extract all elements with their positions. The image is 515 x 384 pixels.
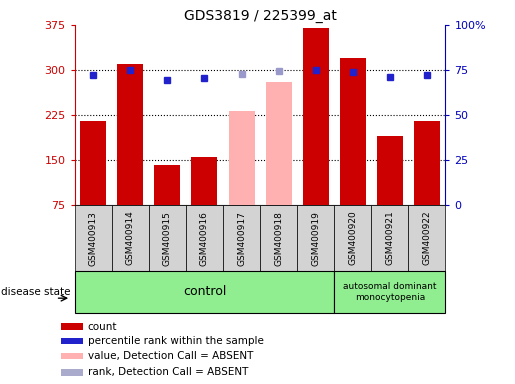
Text: percentile rank within the sample: percentile rank within the sample — [88, 336, 264, 346]
Text: GSM400918: GSM400918 — [274, 211, 283, 265]
Bar — [61, 353, 83, 359]
Bar — [61, 369, 83, 376]
Text: value, Detection Call = ABSENT: value, Detection Call = ABSENT — [88, 351, 253, 361]
Bar — [414, 121, 440, 205]
Text: GSM400915: GSM400915 — [163, 211, 172, 265]
Bar — [61, 338, 83, 344]
Text: GSM400913: GSM400913 — [89, 211, 98, 265]
Bar — [371, 205, 408, 271]
Bar — [112, 205, 149, 271]
Title: GDS3819 / 225399_at: GDS3819 / 225399_at — [184, 8, 336, 23]
Text: GSM400914: GSM400914 — [126, 211, 135, 265]
Bar — [154, 164, 180, 205]
Bar — [149, 205, 186, 271]
Bar — [297, 205, 334, 271]
Text: count: count — [88, 322, 117, 332]
Text: GSM400916: GSM400916 — [200, 211, 209, 265]
Text: GSM400917: GSM400917 — [237, 211, 246, 265]
Bar — [117, 64, 143, 205]
Bar — [408, 205, 445, 271]
Text: GSM400919: GSM400919 — [311, 211, 320, 265]
Text: GSM400920: GSM400920 — [348, 211, 357, 265]
Text: disease state: disease state — [1, 287, 70, 297]
Bar — [186, 205, 223, 271]
Text: autosomal dominant
monocytopenia: autosomal dominant monocytopenia — [343, 282, 437, 302]
Bar — [75, 271, 334, 313]
Text: GSM400922: GSM400922 — [422, 211, 432, 265]
Bar — [61, 323, 83, 330]
Text: rank, Detection Call = ABSENT: rank, Detection Call = ABSENT — [88, 367, 248, 377]
Bar — [260, 205, 297, 271]
Bar — [223, 205, 260, 271]
Bar — [229, 111, 254, 205]
Text: control: control — [183, 285, 226, 298]
Bar — [80, 121, 106, 205]
Bar — [334, 271, 445, 313]
Text: GSM400921: GSM400921 — [385, 211, 394, 265]
Bar — [303, 28, 329, 205]
Bar — [334, 205, 371, 271]
Bar — [377, 136, 403, 205]
Bar — [75, 205, 112, 271]
Bar — [192, 157, 217, 205]
Bar — [340, 58, 366, 205]
Bar — [266, 82, 291, 205]
